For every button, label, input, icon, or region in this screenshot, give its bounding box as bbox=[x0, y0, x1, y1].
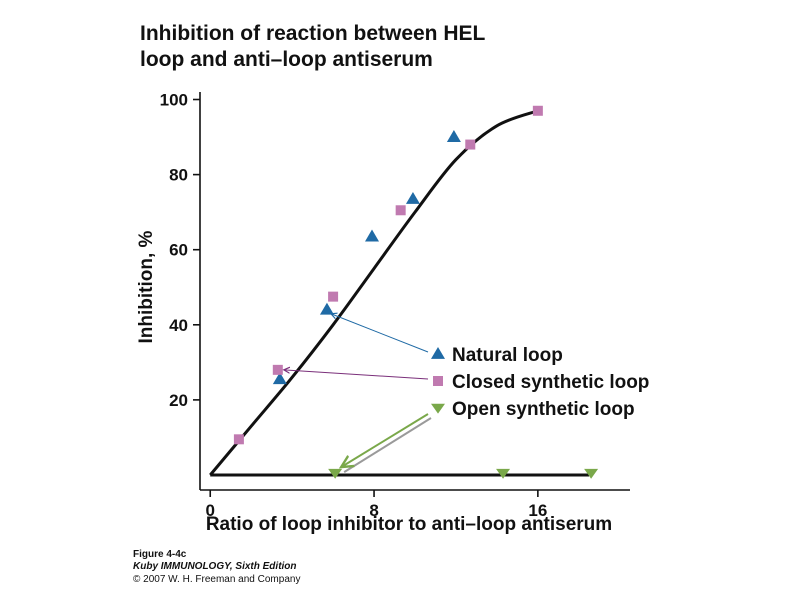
fit-curve-1 bbox=[209, 109, 539, 476]
y-tick-label: 80 bbox=[169, 166, 188, 185]
data-point-series-2 bbox=[532, 105, 543, 116]
y-tick-label: 20 bbox=[169, 391, 188, 410]
legend-pointer-shadow bbox=[343, 417, 432, 473]
x-tick-label: 8 bbox=[369, 501, 378, 520]
data-point-series-3 bbox=[584, 468, 599, 479]
legend-pointers bbox=[284, 314, 432, 473]
chart-markers bbox=[233, 105, 599, 479]
chart-legend: Natural loop Closed synthetic loop Open sy… bbox=[431, 345, 649, 420]
legend-marker-1 bbox=[431, 347, 445, 359]
data-point-series-1 bbox=[272, 372, 287, 385]
legend-pointer-1 bbox=[331, 314, 429, 353]
legend-marker-3 bbox=[431, 403, 445, 414]
y-tick-label: 100 bbox=[160, 91, 188, 110]
caption-figure-number: Figure 4-4c bbox=[133, 549, 187, 560]
data-point-series-1 bbox=[365, 229, 379, 242]
data-point-series-3 bbox=[328, 468, 343, 479]
data-point-series-1 bbox=[405, 192, 420, 204]
legend-pointer-2 bbox=[284, 370, 429, 380]
data-point-series-2 bbox=[395, 205, 406, 216]
data-point-series-2 bbox=[465, 139, 476, 150]
legend-marker-2 bbox=[433, 376, 443, 386]
y-axis-label: Inhibition, % bbox=[136, 230, 157, 343]
caption-copyright: © 2007 W. H. Freeman and Company bbox=[133, 574, 300, 585]
x-axis-label: Ratio of loop inhibitor to anti–loop ant… bbox=[206, 514, 612, 535]
data-point-series-1 bbox=[319, 302, 334, 315]
data-point-series-2 bbox=[233, 434, 244, 445]
x-tick-label: 16 bbox=[528, 501, 547, 520]
y-tick-label: 60 bbox=[169, 241, 188, 260]
legend-label-3: Open synthetic loop bbox=[452, 399, 635, 420]
x-tick-label: 0 bbox=[206, 501, 215, 520]
caption-book: Kuby IMMUNOLOGY, Sixth Edition bbox=[133, 561, 297, 572]
data-point-series-1 bbox=[446, 130, 461, 142]
data-point-series-2 bbox=[328, 291, 339, 302]
legend-pointer-3 bbox=[341, 413, 429, 467]
chart-title-line-2: loop and anti–loop antiserum bbox=[140, 48, 433, 71]
data-point-series-3 bbox=[496, 468, 511, 479]
legend-label-1: Natural loop bbox=[452, 345, 563, 366]
legend-label-2: Closed synthetic loop bbox=[452, 372, 649, 393]
chart-curves bbox=[209, 109, 590, 477]
y-tick-label: 40 bbox=[169, 316, 188, 335]
data-point-series-2 bbox=[272, 364, 283, 375]
chart-title-line-1: Inhibition of reaction between HEL bbox=[140, 22, 486, 45]
chart-axes: 20 40 60 80 100 0 8 16 bbox=[160, 91, 630, 520]
